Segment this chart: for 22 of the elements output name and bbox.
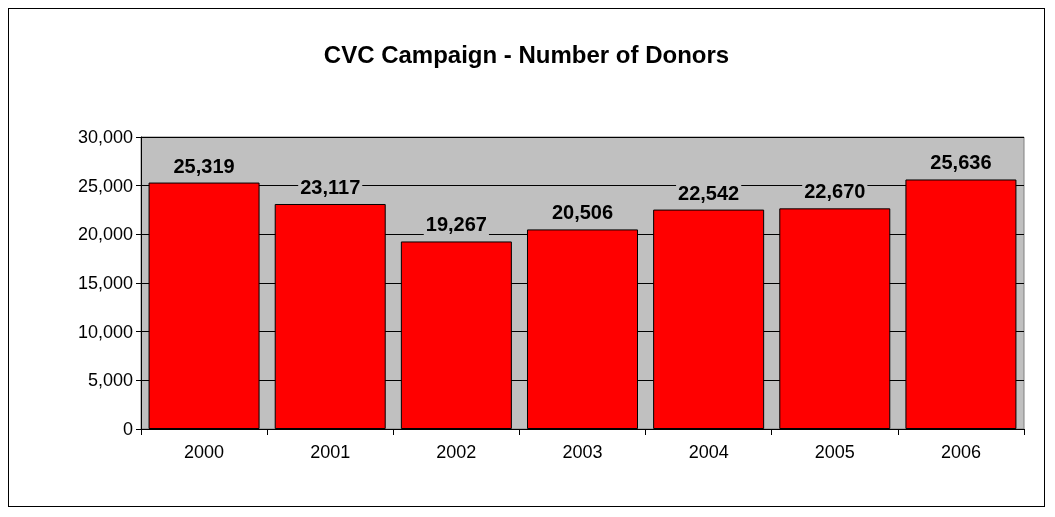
x-tick-label: 2003 (562, 442, 603, 462)
data-label: 22,542 (678, 181, 740, 204)
data-label: 22,670 (804, 180, 866, 203)
y-tick-label: 20,000 (77, 224, 133, 245)
data-label: 20,506 (551, 201, 614, 224)
x-tick-label: 2002 (436, 442, 477, 462)
x-tick-label: 2001 (310, 442, 351, 462)
y-tick-label: 30,000 (77, 127, 133, 147)
x-tick-label: 2004 (688, 442, 729, 462)
data-label: 19,267 (425, 213, 487, 236)
x-tick-label: 2005 (814, 442, 855, 462)
x-tick-label: 2006 (940, 442, 981, 462)
y-tick-label: 15,000 (77, 273, 133, 293)
data-label: 23,117 (300, 175, 361, 198)
data-label: 25,319 (173, 154, 235, 177)
y-tick-label: 25,000 (77, 175, 133, 196)
y-tick-label: 10,000 (77, 321, 133, 342)
y-tick-label: 5,000 (87, 370, 133, 391)
x-tick-label: 2000 (184, 442, 225, 462)
data-label: 25,636 (930, 151, 992, 174)
y-tick-label: 0 (122, 419, 133, 439)
chart-title: CVC Campaign - Number of Donors (323, 40, 730, 68)
